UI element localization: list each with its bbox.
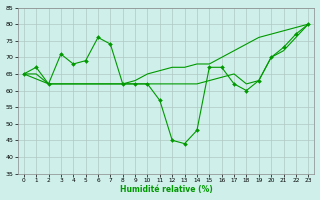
X-axis label: Humidité relative (%): Humidité relative (%) (120, 185, 212, 194)
